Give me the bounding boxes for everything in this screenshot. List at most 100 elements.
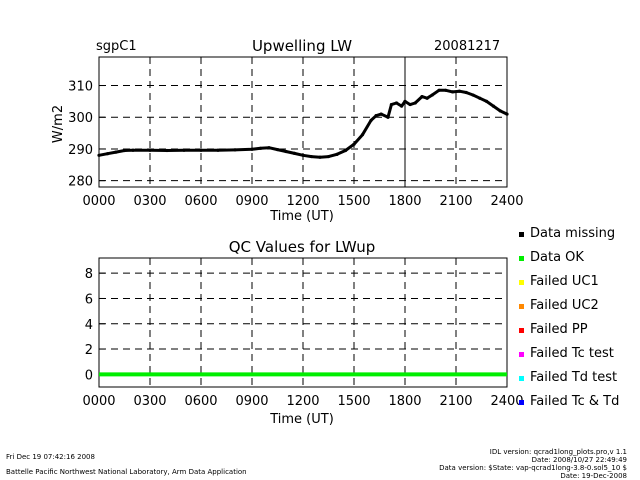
legend-marker xyxy=(519,400,524,405)
y-tick-label: 290 xyxy=(68,143,93,158)
legend-marker xyxy=(519,232,524,237)
data-point xyxy=(360,133,365,137)
chart1-frame xyxy=(98,56,508,188)
data-point xyxy=(199,148,203,152)
data-point xyxy=(335,152,339,156)
data-point xyxy=(275,147,280,152)
legend-marker xyxy=(519,328,524,333)
footer-idl-version: IDL version: qcrad1long_plots.pro,v 1.1 xyxy=(490,448,627,456)
legend: Data missing Data OK Failed UC1 Failed UC2 F… xyxy=(519,226,619,409)
y-tick-label: 300 xyxy=(68,111,93,126)
legend-label: Failed PP xyxy=(530,322,588,337)
data-point xyxy=(292,151,297,155)
data-point xyxy=(451,90,455,94)
x-tick-label: 2100 xyxy=(439,394,472,409)
data-point xyxy=(464,90,468,95)
chart2-frame xyxy=(98,257,508,388)
data-point xyxy=(413,101,417,105)
data-point xyxy=(233,148,237,152)
data-point xyxy=(457,89,461,93)
data-point xyxy=(250,147,254,151)
data-point xyxy=(374,114,378,118)
data-point xyxy=(444,88,448,92)
chart2-x-axis-label: Time (UT) xyxy=(269,412,334,427)
chart-qc-values: QC Values for LWup 0000 0300 0600 0900 1200 1… xyxy=(82,238,523,427)
data-point xyxy=(505,112,509,116)
legend-marker xyxy=(519,304,524,309)
data-point xyxy=(478,96,482,100)
chart1-x-axis-label: Time (UT) xyxy=(269,209,334,224)
y-tick-label: 4 xyxy=(85,318,93,333)
x-tick-label: 1500 xyxy=(337,394,370,409)
data-point xyxy=(369,118,373,123)
data-point xyxy=(430,93,434,97)
footer-data-date: Date: 19-Dec-2008 xyxy=(560,472,627,480)
data-point xyxy=(386,115,390,119)
data-point xyxy=(165,148,169,153)
data-point xyxy=(491,104,495,108)
data-point xyxy=(301,153,305,157)
data-point xyxy=(471,93,475,97)
chart1-y-ticks: 280 290 300 310 xyxy=(68,80,105,190)
x-tick-label: 1200 xyxy=(286,194,319,209)
legend-marker xyxy=(519,352,524,357)
x-tick-label: 0000 xyxy=(82,194,115,209)
x-tick-label: 1800 xyxy=(388,394,421,409)
y-tick-label: 280 xyxy=(68,175,93,190)
legend-marker xyxy=(519,376,524,381)
x-tick-label: 2400 xyxy=(490,194,523,209)
x-tick-label: 1500 xyxy=(337,194,370,209)
y-tick-label: 8 xyxy=(85,267,93,282)
x-tick-label: 0300 xyxy=(133,394,166,409)
data-point xyxy=(408,102,412,107)
y-tick-label: 2 xyxy=(85,343,93,358)
data-point xyxy=(400,104,404,108)
data-point xyxy=(425,96,429,100)
chart1-y-axis-label: W/m2 xyxy=(51,105,66,143)
data-point xyxy=(97,153,101,157)
data-point xyxy=(379,112,383,116)
legend-label: Failed Tc test xyxy=(530,346,614,361)
legend-label: Failed UC2 xyxy=(530,298,599,313)
y-tick-label: 6 xyxy=(85,292,93,307)
x-tick-label: 2100 xyxy=(439,194,472,209)
legend-label: Data missing xyxy=(530,226,615,241)
legend-label: Failed Tc & Td xyxy=(530,394,619,409)
data-point xyxy=(343,148,348,153)
data-point xyxy=(267,146,271,150)
legend-label: Failed Td test xyxy=(530,370,617,385)
data-point xyxy=(216,148,220,152)
footer-data-version: Data version: $State: vap-qcrad1long-3.8… xyxy=(439,464,627,472)
legend-marker xyxy=(519,280,524,285)
x-tick-label: 0300 xyxy=(133,194,166,209)
chart1-title: Upwelling LW xyxy=(252,37,352,55)
site-label: sgpC1 xyxy=(96,39,137,54)
footer-lab: Battelle Pacific Northwest National Labo… xyxy=(6,468,247,476)
data-point xyxy=(131,148,135,152)
data-point xyxy=(284,149,288,154)
data-point xyxy=(485,99,489,103)
y-tick-label: 310 xyxy=(68,80,93,95)
data-point xyxy=(122,148,127,153)
x-tick-label: 0600 xyxy=(184,194,217,209)
legend-label: Failed UC1 xyxy=(530,274,599,289)
y-tick-label: 0 xyxy=(85,368,93,383)
data-point xyxy=(389,102,393,107)
data-point xyxy=(258,146,263,150)
x-tick-label: 0900 xyxy=(235,394,268,409)
data-point xyxy=(498,109,502,113)
footer-timestamp: Fri Dec 19 07:42:16 2008 xyxy=(6,453,95,461)
data-point xyxy=(326,154,331,159)
footer-idl-date: Date: 2008/10/27 22:49:49 xyxy=(532,456,627,464)
x-tick-label: 0600 xyxy=(184,394,217,409)
chart1-grid xyxy=(99,57,507,187)
x-tick-label: 1800 xyxy=(388,194,421,209)
x-tick-label: 1200 xyxy=(286,394,319,409)
data-point xyxy=(105,152,110,156)
chart1-x-ticks: 0000 0300 0600 0900 1200 1500 1800 2100 2400 xyxy=(82,194,523,209)
data-point xyxy=(114,150,118,154)
data-point xyxy=(394,101,399,105)
chart2-y-ticks: 0 2 4 6 8 xyxy=(85,267,105,383)
chart1-points xyxy=(97,88,509,159)
